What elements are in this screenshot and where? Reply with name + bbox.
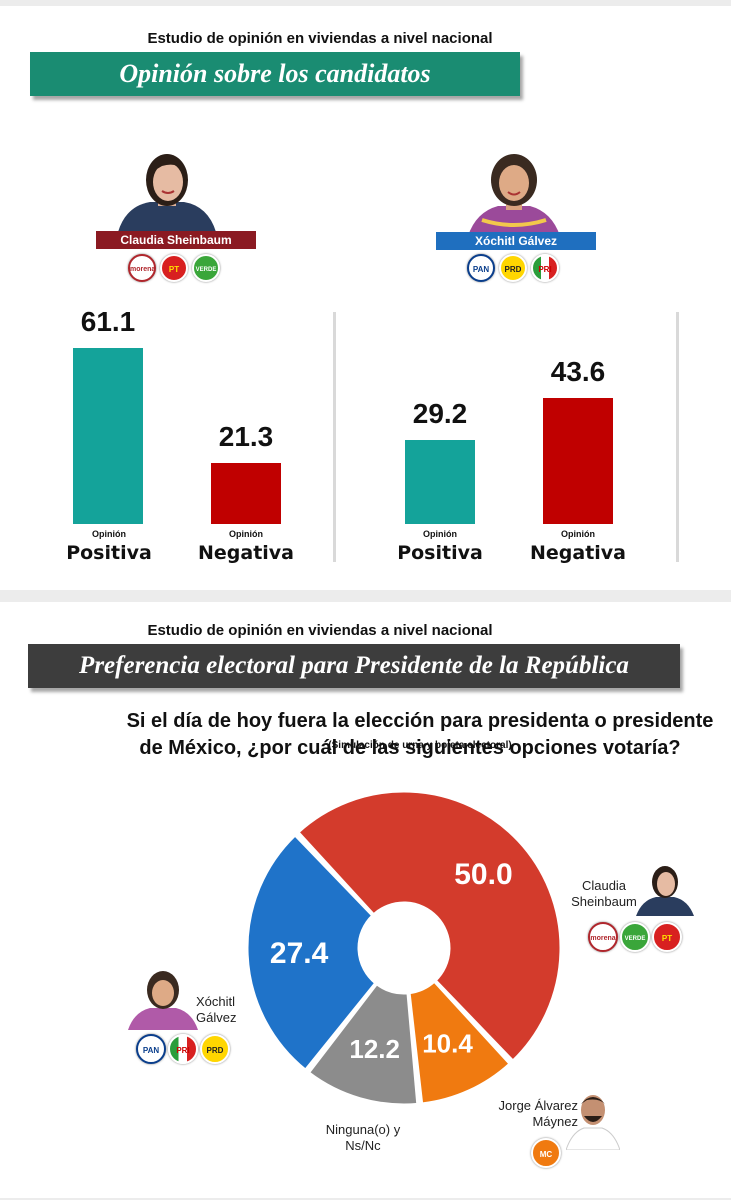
prd-logo: PRD <box>200 1034 230 1064</box>
category-small-label: Opinión <box>229 529 263 539</box>
morena-logo: morena <box>128 254 156 282</box>
category-negative-label: Negativa <box>529 542 626 564</box>
opinion-panel: Estudio de opinión en viviendas a nivel … <box>0 6 731 590</box>
candidate-photo-sheinbaum <box>118 150 216 232</box>
pan-logo: PAN <box>467 254 495 282</box>
question-line-2: de México, ¿por cuál de las siguientes o… <box>139 737 681 759</box>
pie-slice-ninguna <box>306 981 420 1107</box>
candidate-photo-galvez <box>468 150 560 236</box>
candidate-photo-sheinbaum <box>636 862 694 916</box>
pri-logo: PRI <box>168 1034 198 1064</box>
divider-left <box>333 312 336 562</box>
subnote-text: (Simulación de urna y boleta electoral) <box>328 740 512 751</box>
label-line: Jorge Álvarez <box>498 1098 578 1113</box>
pt-logo: PT <box>652 922 682 952</box>
bar-sheinbaum-positive <box>73 348 143 524</box>
banner-title: Opinión sobre los candidatos <box>30 52 520 96</box>
study-title: Estudio de opinión en viviendas a nivel … <box>147 622 493 639</box>
nameplate-galvez: Xóchitl Gálvez <box>436 232 596 250</box>
pie-slice-maynez <box>407 979 513 1106</box>
pie-value-galvez: 27.4 <box>270 937 329 970</box>
nameplate-sheinbaum: Claudia Sheinbaum <box>96 231 256 249</box>
bar-value-galvez-negative: 43.6 <box>550 356 606 388</box>
pri-logo: PRI <box>531 254 559 282</box>
preference-panel: Estudio de opinión en viviendas a nivel … <box>0 602 731 1198</box>
pie-value-maynez: 10.4 <box>422 1029 473 1059</box>
pie-label-sheinbaum: Claudia Sheinbaum <box>568 878 640 910</box>
label-line: Ns/Nc <box>345 1138 381 1153</box>
verde-logo: VERDE <box>192 254 220 282</box>
pt-logo: PT <box>160 254 188 282</box>
bar-galvez-positive <box>405 439 475 524</box>
label-line: Xóchitl <box>196 994 236 1009</box>
pie-value-ninguna: 12.2 <box>349 1034 400 1064</box>
category-small-label: Opinión <box>92 529 126 539</box>
bar-sheinbaum-negative <box>211 462 281 524</box>
pie-slice-galvez <box>245 832 378 1073</box>
category-small-label: Opinión <box>423 529 457 539</box>
candidate-photo-maynez <box>566 1088 620 1150</box>
study-title: Estudio de opinión en viviendas a nivel … <box>147 30 493 47</box>
pie-label-maynez: Jorge Álvarez Máynez <box>468 1098 578 1130</box>
bar-value-galvez-positive: 29.2 <box>412 397 468 429</box>
banner-title: Preferencia electoral para Presidente de… <box>28 644 680 688</box>
label-line: Ninguna(o) y <box>325 1122 401 1137</box>
prd-logo: PRD <box>499 254 527 282</box>
divider-right <box>676 312 679 562</box>
verde-logo: VERDE <box>620 922 650 952</box>
question-line-1: Si el día de hoy fuera la elección para … <box>126 710 714 732</box>
pan-logo: PAN <box>136 1034 166 1064</box>
label-line: Claudia <box>581 878 627 893</box>
pie-label-galvez: Xóchitl Gálvez <box>196 994 256 1026</box>
morena-logo: morena <box>588 922 618 952</box>
mc-logo: MC <box>531 1138 561 1168</box>
bar-value-sheinbaum-negative: 21.3 <box>218 420 274 452</box>
label-line: Máynez <box>532 1114 578 1129</box>
label-line: Gálvez <box>196 1010 237 1025</box>
bar-value-sheinbaum-positive: 61.1 <box>80 306 136 337</box>
category-small-label: Opinión <box>561 529 595 539</box>
donut-chart: 50.0 10.4 12.2 27.4 <box>245 789 563 1107</box>
pie-value-sheinbaum: 50.0 <box>454 858 512 891</box>
category-positive-label: Positiva <box>397 542 483 564</box>
pie-label-ninguna: Ninguna(o) y Ns/Nc <box>318 1122 408 1154</box>
pie-slice-sheinbaum <box>295 789 563 1064</box>
category-negative-label: Negativa <box>197 542 294 564</box>
candidate-photo-galvez <box>128 968 198 1030</box>
label-line: Sheinbaum <box>571 894 637 909</box>
bar-galvez-negative <box>543 398 613 524</box>
category-positive-label: Positiva <box>66 542 152 564</box>
